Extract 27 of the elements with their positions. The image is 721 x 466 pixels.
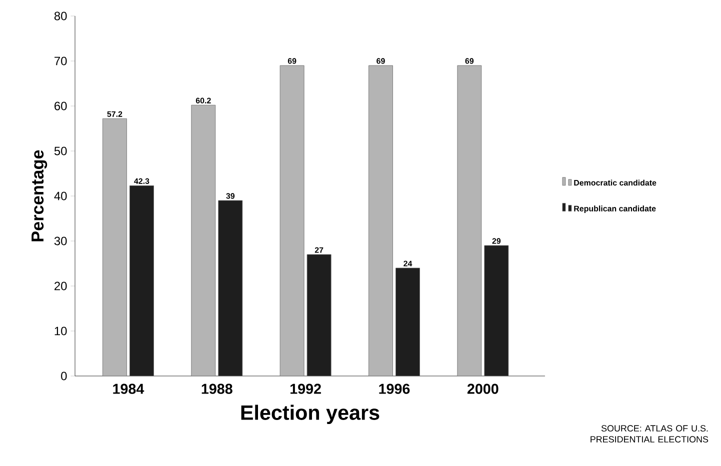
y-tick-label: 30 [54,236,67,246]
y-tick-label: 40 [54,192,67,200]
bar [102,118,127,376]
y-tick-label: 80 [54,12,67,20]
y-tick-label: 0 [61,372,67,380]
bar [218,200,243,376]
x-tick-label: 1992 [290,384,321,394]
bar [368,65,393,376]
bar [457,65,482,376]
y-tick-label: 70 [54,56,67,66]
source-note: SOURCE: ATLAS OF U.S. PRESIDENTIAL ELECTIONS [590,425,708,442]
y-tick-label: 50 [54,146,67,156]
x-tick-label: 2000 [467,384,498,394]
x-axis-title: Election years [241,404,380,424]
bar [280,65,304,376]
bar [484,245,509,376]
y-axis-title: Percentage [32,150,48,242]
bar [306,254,332,376]
bar [396,268,420,376]
y-tick-label: 10 [54,326,67,336]
y-tick-label: 60 [54,102,67,110]
x-tick-label: 1996 [379,384,410,394]
x-tick-label: 1988 [202,384,232,394]
y-tick-label: 20 [54,282,67,290]
x-tick-label: 1984 [113,384,144,394]
bar [130,185,154,376]
bar [191,104,216,376]
